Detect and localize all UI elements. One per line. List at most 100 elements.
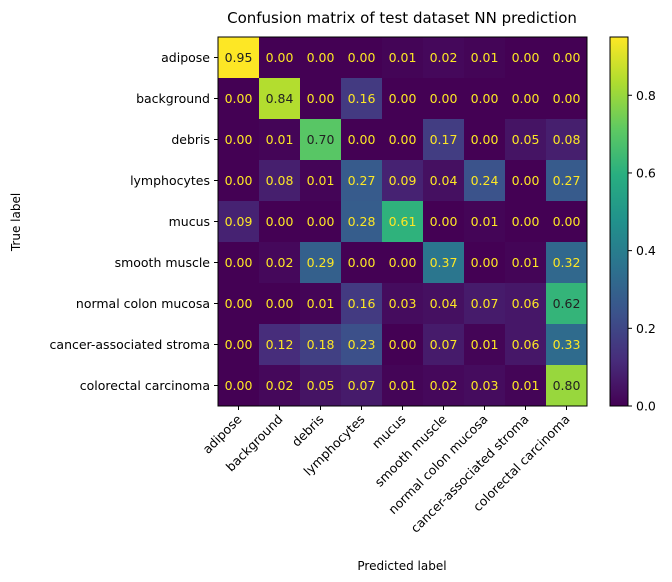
cell-value-label: 0.01 xyxy=(471,50,499,65)
y-tick-label: adipose xyxy=(161,50,210,65)
cell-value-label: 0.00 xyxy=(553,91,581,106)
heatmap-cell xyxy=(259,365,301,407)
heatmap-cell xyxy=(546,201,588,243)
cell-value-label: 0.32 xyxy=(553,255,581,270)
heatmap-cell xyxy=(423,37,465,79)
cell-value-label: 0.07 xyxy=(348,378,376,393)
heatmap-cell xyxy=(505,201,547,243)
heatmap-cell xyxy=(505,160,547,202)
cell-value-label: 0.00 xyxy=(307,214,335,229)
heatmap-cell xyxy=(546,37,588,79)
heatmap-cell xyxy=(341,324,383,366)
cell-value-label: 0.00 xyxy=(225,173,253,188)
heatmap-cell xyxy=(505,37,547,79)
heatmap-cell xyxy=(546,324,588,366)
cell-value-label: 0.33 xyxy=(553,337,581,352)
y-axis-label: True label xyxy=(9,193,23,252)
cell-value-label: 0.09 xyxy=(389,173,417,188)
heatmap-cell xyxy=(423,242,465,284)
cell-value-label: 0.05 xyxy=(512,132,540,147)
heatmap-cell xyxy=(464,242,506,284)
cell-value-label: 0.16 xyxy=(348,91,376,106)
cell-value-label: 0.02 xyxy=(430,378,458,393)
cell-value-label: 0.27 xyxy=(348,173,376,188)
heatmap-cell xyxy=(464,37,506,79)
cell-value-label: 0.62 xyxy=(553,296,581,311)
heatmap-cell xyxy=(259,242,301,284)
heatmap-cell xyxy=(218,242,260,284)
heatmap-cell xyxy=(546,78,588,120)
cell-value-label: 0.06 xyxy=(512,337,540,352)
cell-value-label: 0.12 xyxy=(266,337,294,352)
cell-value-label: 0.17 xyxy=(430,132,458,147)
heatmap-cell xyxy=(423,283,465,325)
heatmap-cell xyxy=(300,37,342,79)
cell-value-label: 0.29 xyxy=(307,255,335,270)
cell-value-label: 0.01 xyxy=(389,50,417,65)
heatmap-cell xyxy=(259,201,301,243)
cell-value-label: 0.00 xyxy=(266,296,294,311)
cell-value-label: 0.00 xyxy=(471,132,499,147)
heatmap-cell xyxy=(259,160,301,202)
x-tick-label: debris xyxy=(289,412,327,450)
cell-value-label: 0.00 xyxy=(553,214,581,229)
heatmap-cell xyxy=(300,119,342,161)
heatmap-cell xyxy=(218,78,260,120)
cell-value-label: 0.00 xyxy=(307,91,335,106)
cell-value-label: 0.00 xyxy=(512,214,540,229)
heatmap-cell xyxy=(505,365,547,407)
cell-value-label: 0.01 xyxy=(389,378,417,393)
cell-value-label: 0.61 xyxy=(389,214,417,229)
heatmap-cell xyxy=(464,324,506,366)
cell-value-label: 0.07 xyxy=(471,296,499,311)
cell-value-label: 0.01 xyxy=(471,337,499,352)
heatmap-cell xyxy=(423,365,465,407)
heatmap-cell xyxy=(505,283,547,325)
heatmap-cell xyxy=(505,78,547,120)
cell-value-label: 0.00 xyxy=(430,91,458,106)
colorbar xyxy=(609,36,629,407)
heatmap-cell xyxy=(300,365,342,407)
cell-value-label: 0.16 xyxy=(348,296,376,311)
y-tick-label: cancer-associated stroma xyxy=(50,337,210,352)
heatmap-cell xyxy=(218,283,260,325)
cell-value-label: 0.00 xyxy=(225,378,253,393)
heatmap-cell xyxy=(464,365,506,407)
cell-value-label: 0.00 xyxy=(307,50,335,65)
y-tick-label: colorectal carcinoma xyxy=(80,378,210,393)
colorbar-tick-label: 0.8 xyxy=(636,88,656,103)
y-tick-label: mucus xyxy=(169,214,210,229)
heatmap-cell xyxy=(341,160,383,202)
heatmap-cell xyxy=(423,201,465,243)
heatmap-cell xyxy=(218,324,260,366)
heatmap-cell xyxy=(423,160,465,202)
cell-value-label: 0.00 xyxy=(471,91,499,106)
heatmap-cell xyxy=(218,119,260,161)
heatmap-cell xyxy=(341,119,383,161)
heatmap-cell xyxy=(382,201,424,243)
heatmap-cell xyxy=(341,242,383,284)
heatmap-cell xyxy=(300,78,342,120)
y-tick-label: background xyxy=(136,91,210,106)
heatmap-cell xyxy=(423,78,465,120)
x-tick-label: mucus xyxy=(369,412,409,452)
cell-value-label: 0.02 xyxy=(430,50,458,65)
heatmap-cell xyxy=(218,37,260,79)
heatmap-cell xyxy=(259,324,301,366)
colorbar-tick-label: 0.6 xyxy=(636,165,656,180)
cell-value-label: 0.08 xyxy=(553,132,581,147)
heatmap-cells: 0.95 0.00 0.00 0.00 0.01 0.02 0.01 0.00 0.00 0.00… xyxy=(218,37,588,407)
heatmap-cell xyxy=(464,119,506,161)
cell-value-label: 0.04 xyxy=(430,296,458,311)
y-tick-label: smooth muscle xyxy=(115,255,211,270)
cell-value-label: 0.70 xyxy=(307,132,335,147)
cell-value-label: 0.23 xyxy=(348,337,376,352)
heatmap-cell xyxy=(423,119,465,161)
cell-value-label: 0.00 xyxy=(225,255,253,270)
cell-value-label: 0.05 xyxy=(307,378,335,393)
heatmap-cell xyxy=(464,283,506,325)
cell-value-label: 0.37 xyxy=(430,255,458,270)
cell-value-label: 0.00 xyxy=(225,337,253,352)
colorbar-ticks: 0.0 0.2 0.4 0.6 0.8 xyxy=(628,88,656,414)
